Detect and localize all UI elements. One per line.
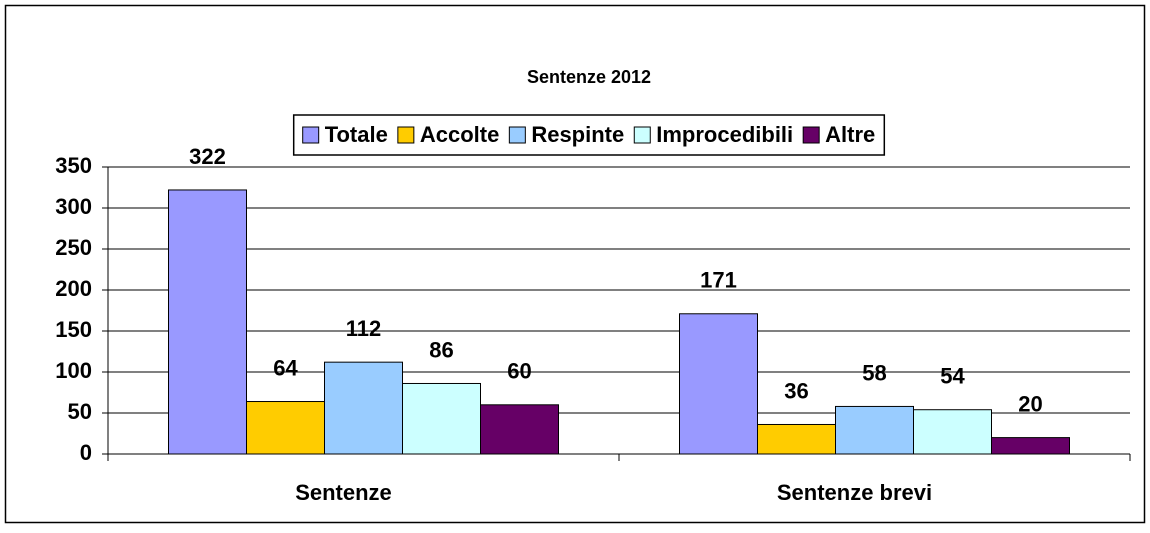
legend-box — [292, 114, 886, 156]
bar — [913, 409, 992, 455]
data-label: 64 — [273, 355, 298, 380]
x-tick-label: Sentenze — [295, 480, 392, 505]
bar — [168, 189, 247, 455]
bar — [757, 423, 836, 455]
y-tick-label: 350 — [55, 153, 92, 178]
legend-label: Totale — [325, 122, 388, 147]
y-tick-label: 50 — [68, 399, 92, 424]
bar — [835, 405, 914, 455]
data-label: 58 — [862, 360, 886, 385]
y-tick-label: 200 — [55, 276, 92, 301]
data-label: 171 — [700, 268, 737, 293]
legend: Totale Accolte Respinte Improcedibili Altre — [292, 114, 886, 156]
data-label: 322 — [189, 144, 226, 169]
legend-swatch — [508, 126, 526, 144]
y-tick-label: 300 — [55, 194, 92, 219]
legend-label: Improcedibili — [656, 122, 793, 147]
chart-title: Sentenze 2012 — [527, 67, 651, 87]
data-label: 86 — [429, 337, 453, 362]
legend-swatch — [397, 126, 415, 144]
legend-swatch — [302, 126, 320, 144]
y-tick-label: 0 — [80, 440, 92, 465]
y-tick-label: 100 — [55, 358, 92, 383]
data-label: 36 — [784, 378, 808, 403]
bar — [679, 313, 758, 455]
data-label: 54 — [940, 364, 965, 389]
y-tick-label: 150 — [55, 317, 92, 342]
bar — [246, 401, 325, 455]
bar — [324, 361, 403, 455]
data-label: 60 — [507, 359, 531, 384]
legend-swatch — [802, 126, 820, 144]
legend-label: Respinte — [531, 122, 624, 147]
legend-label: Altre — [825, 122, 875, 147]
bar — [991, 437, 1070, 455]
data-label: 112 — [346, 316, 382, 341]
bar — [402, 382, 481, 455]
bar — [480, 404, 559, 455]
legend-swatch — [633, 126, 651, 144]
data-label: 20 — [1018, 391, 1042, 416]
x-tick-label: Sentenze brevi — [777, 480, 932, 505]
legend-label: Accolte — [420, 122, 499, 147]
y-tick-label: 250 — [55, 235, 92, 260]
